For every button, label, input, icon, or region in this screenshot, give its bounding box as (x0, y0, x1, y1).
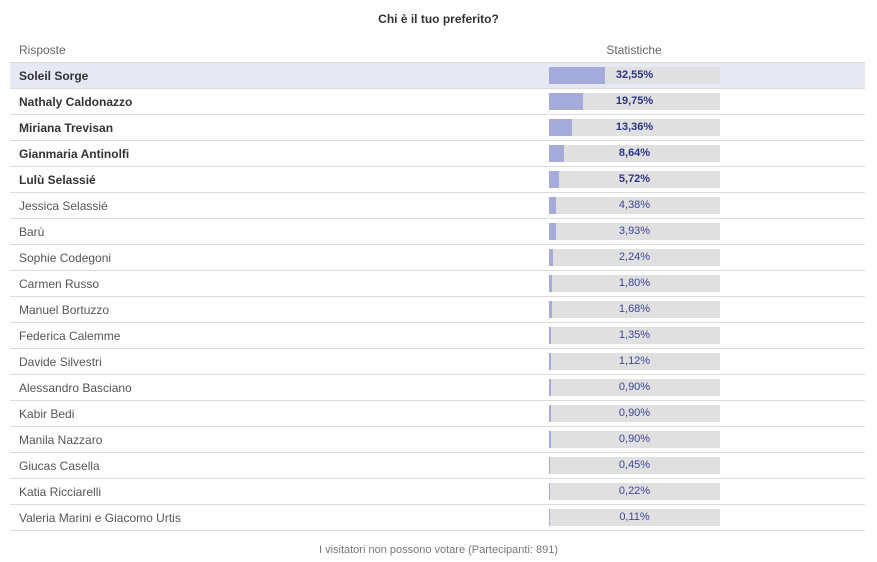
result-bar-track: 8,64% (549, 145, 720, 162)
result-bar-fill (549, 119, 572, 136)
answer-row: Manuel Bortuzzo 1,68% (10, 297, 865, 323)
result-bar-fill (549, 379, 551, 396)
result-bar-fill (549, 93, 583, 110)
result-percentage: 1,12% (618, 355, 651, 367)
poll-title: Chi è il tuo preferito? (378, 12, 499, 26)
result-bar-track: 0,11% (549, 509, 720, 526)
result-bar-fill (549, 145, 564, 162)
result-bar-track: 3,93% (549, 223, 720, 240)
result-bar-track: 0,45% (549, 457, 720, 474)
result-percentage: 0,22% (618, 485, 651, 497)
result-percentage: 1,80% (618, 277, 651, 289)
result-bar-fill (549, 301, 552, 318)
result-bar-track: 19,75% (549, 93, 720, 110)
result-bar-track: 1,80% (549, 275, 720, 292)
answer-row: Valeria Marini e Giacomo Urtis 0,11% (10, 505, 865, 531)
answer-name: Valeria Marini e Giacomo Urtis (19, 511, 181, 525)
answer-name: Nathaly Caldonazzo (19, 95, 133, 109)
column-header-answers: Risposte (19, 43, 66, 57)
answer-name: Jessica Selassié (19, 199, 108, 213)
result-bar-track: 0,90% (549, 405, 720, 422)
result-bar-fill (549, 431, 551, 448)
result-bar-fill (549, 483, 550, 500)
answer-name: Federica Calemme (19, 329, 121, 343)
answer-name: Soleil Sorge (19, 69, 89, 83)
result-percentage: 2,24% (618, 251, 651, 263)
answer-row: Gianmaria Antinolfi 8,64% (10, 141, 865, 167)
result-percentage: 1,68% (618, 303, 651, 315)
poll-footer: I visitatori non possono votare (Parteci… (318, 544, 559, 556)
poll-results-list: Soleil Sorge 32,55% Nathaly Caldonazzo 19,7… (10, 62, 865, 531)
answer-name: Manuel Bortuzzo (19, 303, 110, 317)
column-header-statistics: Statistiche (606, 43, 662, 57)
answer-row: Federica Calemme 1,35% (10, 323, 865, 349)
answer-row: Alessandro Basciano 0,90% (10, 375, 865, 401)
result-bar-track: 2,24% (549, 249, 720, 266)
answer-row: Kabir Bedi 0,90% (10, 401, 865, 427)
result-percentage: 4,38% (618, 199, 651, 211)
result-percentage: 0,45% (618, 459, 651, 471)
result-bar-fill (549, 223, 556, 240)
result-bar-fill (549, 249, 553, 266)
result-bar-track: 32,55% (549, 67, 720, 84)
result-bar-track: 13,36% (549, 119, 720, 136)
answer-row: Carmen Russo 1,80% (10, 271, 865, 297)
result-percentage: 3,93% (618, 225, 651, 237)
result-percentage: 5,72% (618, 173, 651, 185)
answer-row: Manila Nazzaro 0,90% (10, 427, 865, 453)
result-bar-fill (549, 327, 551, 344)
result-percentage: 0,90% (618, 381, 651, 393)
answer-row: Barù 3,93% (10, 219, 865, 245)
result-bar-fill (549, 353, 551, 370)
answer-name: Lulù Selassié (19, 173, 96, 187)
result-percentage: 0,90% (618, 433, 651, 445)
answer-row: Giucas Casella 0,45% (10, 453, 865, 479)
answer-name: Carmen Russo (19, 277, 100, 291)
answer-name: Gianmaria Antinolfi (19, 147, 130, 161)
answer-row: Jessica Selassié 4,38% (10, 193, 865, 219)
answer-name: Katia Ricciarelli (19, 485, 102, 499)
answer-name: Manila Nazzaro (19, 433, 103, 447)
result-bar-fill (549, 67, 605, 84)
result-bar-track: 0,90% (549, 431, 720, 448)
answer-name: Barù (19, 225, 45, 239)
result-bar-fill (549, 509, 550, 526)
answer-row: Sophie Codegoni 2,24% (10, 245, 865, 271)
answer-name: Davide Silvestri (19, 355, 102, 369)
answer-row: Nathaly Caldonazzo 19,75% (10, 89, 865, 115)
result-bar-track: 0,22% (549, 483, 720, 500)
result-bar-fill (549, 405, 551, 422)
result-bar-track: 4,38% (549, 197, 720, 214)
result-percentage: 13,36% (615, 121, 654, 133)
result-bar-track: 5,72% (549, 171, 720, 188)
answer-name: Giucas Casella (19, 459, 100, 473)
result-percentage: 19,75% (615, 95, 654, 107)
result-bar-fill (549, 171, 559, 188)
answer-name: Miriana Trevisan (19, 121, 114, 135)
result-percentage: 32,55% (615, 69, 654, 81)
answer-name: Kabir Bedi (19, 407, 75, 421)
result-bar-track: 1,35% (549, 327, 720, 344)
result-bar-fill (549, 457, 550, 474)
result-percentage: 8,64% (618, 147, 651, 159)
result-bar-track: 1,12% (549, 353, 720, 370)
result-bar-track: 0,90% (549, 379, 720, 396)
answer-name: Alessandro Basciano (19, 381, 132, 395)
answer-name: Sophie Codegoni (19, 251, 112, 265)
answer-row: Miriana Trevisan 13,36% (10, 115, 865, 141)
answer-row: Davide Silvestri 1,12% (10, 349, 865, 375)
result-bar-track: 1,68% (549, 301, 720, 318)
result-bar-fill (549, 197, 556, 214)
answer-row: Soleil Sorge 32,55% (10, 62, 865, 89)
result-percentage: 0,11% (619, 511, 650, 523)
result-percentage: 1,35% (618, 329, 651, 341)
answer-row: Lulù Selassié 5,72% (10, 167, 865, 193)
result-percentage: 0,90% (618, 407, 651, 419)
answer-row: Katia Ricciarelli 0,22% (10, 479, 865, 505)
result-bar-fill (549, 275, 552, 292)
